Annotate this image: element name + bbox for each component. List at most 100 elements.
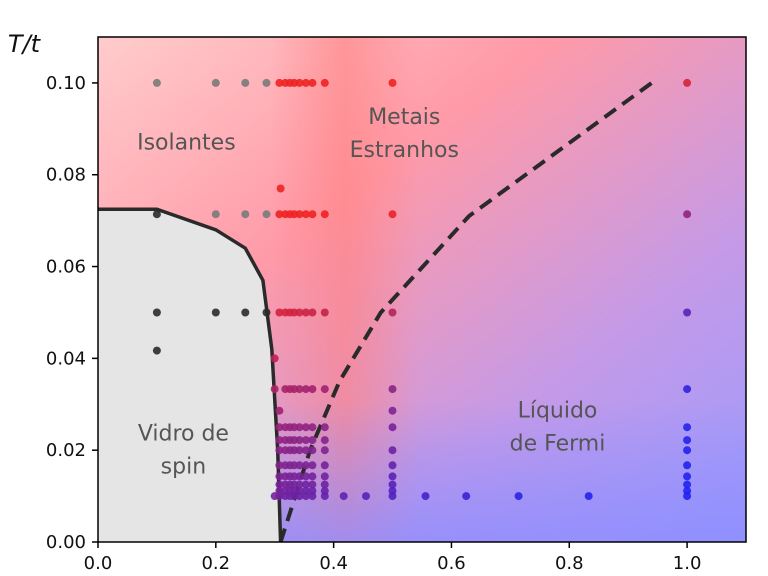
data-point	[388, 406, 397, 415]
data-point	[276, 184, 285, 193]
data-point	[683, 436, 692, 445]
data-point	[275, 446, 284, 455]
data-point	[275, 406, 284, 415]
data-point	[308, 385, 317, 394]
data-point	[275, 472, 284, 481]
data-point	[320, 308, 329, 317]
data-point	[584, 492, 593, 501]
y-tick-label: 0.00	[46, 532, 86, 553]
data-point	[301, 385, 310, 394]
region-label: Estranhos	[350, 138, 459, 163]
data-point	[301, 423, 310, 432]
data-point	[301, 308, 310, 317]
x-axis: 0.0 0.2 0.4 0.6 0.8 1.0	[84, 542, 701, 574]
data-point	[362, 492, 370, 501]
data-point	[275, 492, 284, 501]
data-point	[301, 78, 310, 87]
x-tick-label: 0.8	[555, 553, 584, 574]
data-point	[308, 423, 317, 432]
y-tick-label: 0.10	[46, 73, 86, 94]
data-point	[301, 436, 310, 445]
y-tick-label: 0.08	[46, 165, 86, 186]
data-point	[320, 423, 329, 432]
plot-frame	[97, 36, 747, 543]
data-point	[308, 210, 317, 219]
data-point	[388, 492, 397, 501]
data-point	[320, 472, 329, 481]
data-point	[295, 436, 304, 445]
data-point	[308, 480, 317, 489]
data-point	[152, 308, 161, 317]
data-point	[241, 78, 250, 87]
data-point	[301, 492, 310, 501]
data-point	[295, 492, 304, 501]
spin-glass-region	[98, 209, 281, 542]
data-point	[308, 308, 317, 317]
data-point	[295, 308, 304, 317]
data-point	[262, 308, 271, 317]
data-point	[320, 78, 329, 87]
data-point	[295, 423, 304, 432]
x-tick-label: 0.4	[319, 553, 348, 574]
data-point	[320, 492, 329, 501]
data-point	[295, 446, 304, 455]
region-label: Líquido	[518, 399, 598, 424]
data-point	[683, 446, 692, 455]
data-point	[301, 461, 310, 470]
y-tick-label: 0.02	[46, 440, 86, 461]
data-point	[320, 461, 329, 470]
data-point	[320, 385, 329, 394]
data-point	[241, 210, 250, 219]
data-point	[295, 385, 304, 394]
data-point	[388, 385, 397, 394]
data-point	[421, 492, 430, 501]
data-point	[152, 210, 161, 219]
region-label: Isolantes	[137, 131, 236, 156]
data-point	[388, 308, 397, 317]
data-point	[270, 385, 279, 394]
data-point	[301, 210, 310, 219]
data-point	[308, 492, 317, 501]
data-point	[301, 472, 310, 481]
region-label: spin	[161, 455, 206, 480]
data-point	[308, 472, 317, 481]
data-point	[295, 78, 304, 87]
data-point	[320, 446, 329, 455]
data-point	[683, 210, 692, 219]
region-labels: Isolantes Metais Estranhos Vidro de spin Líqu…	[137, 105, 605, 480]
data-point	[241, 308, 250, 317]
data-point	[275, 480, 284, 489]
data-point	[683, 78, 692, 87]
x-tick-label: 0.2	[201, 553, 230, 574]
data-point	[262, 78, 271, 87]
data-point	[295, 210, 304, 219]
y-axis-title: T/t	[8, 30, 42, 58]
data-point	[339, 492, 348, 501]
data-point	[683, 308, 692, 317]
data-point	[388, 423, 397, 432]
data-point	[388, 210, 397, 219]
data-point	[388, 472, 397, 481]
y-axis: 0.00 0.02 0.04 0.06 0.08 0.10	[46, 73, 98, 553]
data-point	[683, 461, 692, 470]
data-point	[262, 210, 271, 219]
data-point	[152, 78, 161, 87]
data-point	[270, 354, 279, 363]
crossover-dashed-line	[278, 81, 653, 543]
data-point	[462, 492, 471, 501]
data-point	[388, 461, 397, 470]
data-point	[295, 461, 304, 470]
data-points	[152, 78, 692, 501]
data-point	[514, 492, 523, 501]
y-tick-label: 0.04	[46, 348, 86, 369]
data-point	[275, 308, 284, 317]
data-point	[275, 210, 284, 219]
spin-glass-boundary-line	[98, 207, 283, 543]
data-point	[275, 78, 284, 87]
data-point	[295, 480, 304, 489]
data-point	[301, 480, 310, 489]
data-point	[320, 210, 329, 219]
data-point	[211, 78, 220, 87]
data-point	[388, 78, 397, 87]
